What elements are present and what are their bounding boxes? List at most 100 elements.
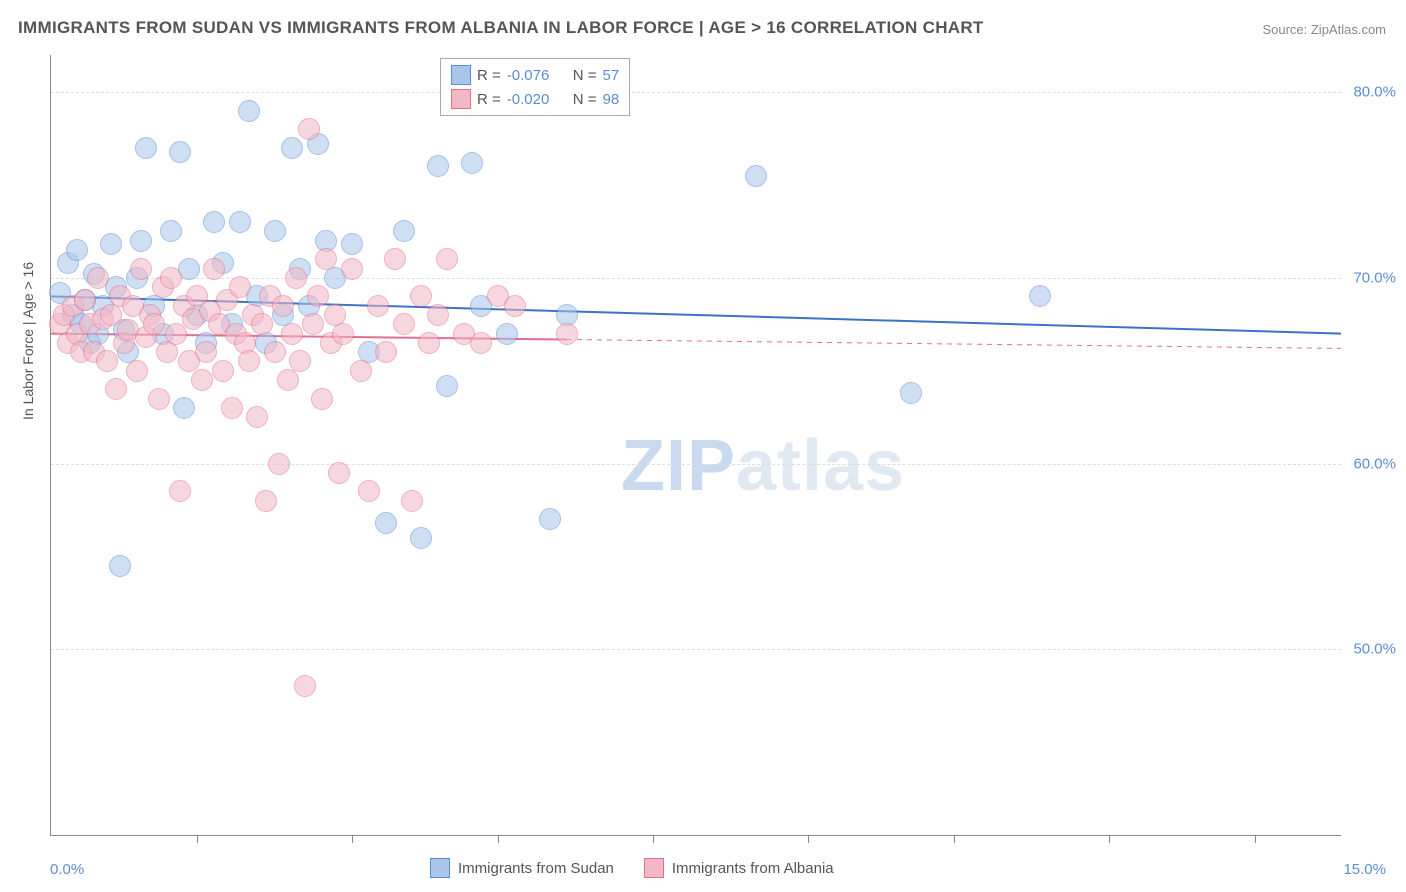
data-point	[410, 285, 432, 307]
data-point	[109, 555, 131, 577]
data-point	[229, 211, 251, 233]
data-point	[496, 323, 518, 345]
data-point	[195, 341, 217, 363]
data-point	[100, 233, 122, 255]
y-tick-label: 60.0%	[1353, 455, 1396, 472]
gridline	[51, 464, 1341, 465]
data-point	[191, 369, 213, 391]
r-label: R =	[477, 91, 501, 108]
source-label: Source: ZipAtlas.com	[1262, 22, 1386, 37]
data-point	[1029, 285, 1051, 307]
data-point	[130, 230, 152, 252]
data-point	[229, 276, 251, 298]
chart-title: IMMIGRANTS FROM SUDAN VS IMMIGRANTS FROM…	[18, 18, 984, 38]
n-label: N =	[573, 67, 597, 84]
data-point	[436, 375, 458, 397]
n-value: 98	[603, 91, 620, 108]
data-point	[470, 332, 492, 354]
data-point	[264, 341, 286, 363]
data-point	[203, 211, 225, 233]
data-point	[367, 295, 389, 317]
data-point	[96, 350, 118, 372]
legend-swatch	[451, 65, 471, 85]
data-point	[461, 152, 483, 174]
regression-lines	[51, 55, 1341, 835]
gridline	[51, 92, 1341, 93]
data-point	[268, 453, 290, 475]
n-value: 57	[603, 67, 620, 84]
x-tick	[653, 835, 654, 843]
r-label: R =	[477, 67, 501, 84]
data-point	[900, 382, 922, 404]
data-point	[410, 527, 432, 549]
data-point	[315, 248, 337, 270]
n-label: N =	[573, 91, 597, 108]
data-point	[221, 397, 243, 419]
data-point	[251, 313, 273, 335]
data-point	[272, 295, 294, 317]
x-tick	[1109, 835, 1110, 843]
data-point	[341, 233, 363, 255]
legend-stats-row: R = -0.020 N = 98	[451, 87, 619, 111]
x-tick	[498, 835, 499, 843]
data-point	[238, 350, 260, 372]
x-tick	[808, 835, 809, 843]
y-axis-label: In Labor Force | Age > 16	[20, 262, 36, 420]
data-point	[341, 258, 363, 280]
legend-series-item: Immigrants from Albania	[644, 858, 834, 878]
data-point	[126, 360, 148, 382]
data-point	[238, 100, 260, 122]
data-point	[427, 304, 449, 326]
legend-series: Immigrants from Sudan Immigrants from Alb…	[430, 858, 834, 878]
data-point	[130, 258, 152, 280]
legend-swatch	[430, 858, 450, 878]
data-point	[311, 388, 333, 410]
data-point	[74, 289, 96, 311]
data-point	[302, 313, 324, 335]
data-point	[285, 267, 307, 289]
x-axis-max-label: 15.0%	[1343, 861, 1386, 878]
data-point	[143, 313, 165, 335]
data-point	[307, 285, 329, 307]
plot-area: ZIPatlas	[50, 55, 1341, 836]
data-point	[160, 267, 182, 289]
legend-series-label: Immigrants from Albania	[672, 860, 834, 877]
data-point	[105, 378, 127, 400]
data-point	[332, 323, 354, 345]
data-point	[281, 137, 303, 159]
data-point	[281, 323, 303, 345]
y-tick-label: 80.0%	[1353, 84, 1396, 101]
y-tick-label: 70.0%	[1353, 269, 1396, 286]
data-point	[393, 313, 415, 335]
data-point	[277, 369, 299, 391]
legend-swatch	[644, 858, 664, 878]
data-point	[298, 118, 320, 140]
data-point	[246, 406, 268, 428]
data-point	[328, 462, 350, 484]
data-point	[203, 258, 225, 280]
data-point	[556, 323, 578, 345]
data-point	[384, 248, 406, 270]
legend-series-item: Immigrants from Sudan	[430, 858, 614, 878]
x-tick	[954, 835, 955, 843]
data-point	[135, 137, 157, 159]
r-value: -0.076	[507, 67, 567, 84]
data-point	[418, 332, 440, 354]
legend-stats: R = -0.076 N = 57 R = -0.020 N = 98	[440, 58, 630, 116]
x-axis-min-label: 0.0%	[50, 861, 84, 878]
data-point	[504, 295, 526, 317]
regression-line-dashed	[567, 340, 1341, 349]
data-point	[539, 508, 561, 530]
r-value: -0.020	[507, 91, 567, 108]
data-point	[375, 341, 397, 363]
data-point	[264, 220, 286, 242]
data-point	[160, 220, 182, 242]
data-point	[165, 323, 187, 345]
data-point	[294, 675, 316, 697]
data-point	[401, 490, 423, 512]
data-point	[745, 165, 767, 187]
data-point	[427, 155, 449, 177]
legend-swatch	[451, 89, 471, 109]
data-point	[169, 480, 191, 502]
legend-stats-row: R = -0.076 N = 57	[451, 63, 619, 87]
